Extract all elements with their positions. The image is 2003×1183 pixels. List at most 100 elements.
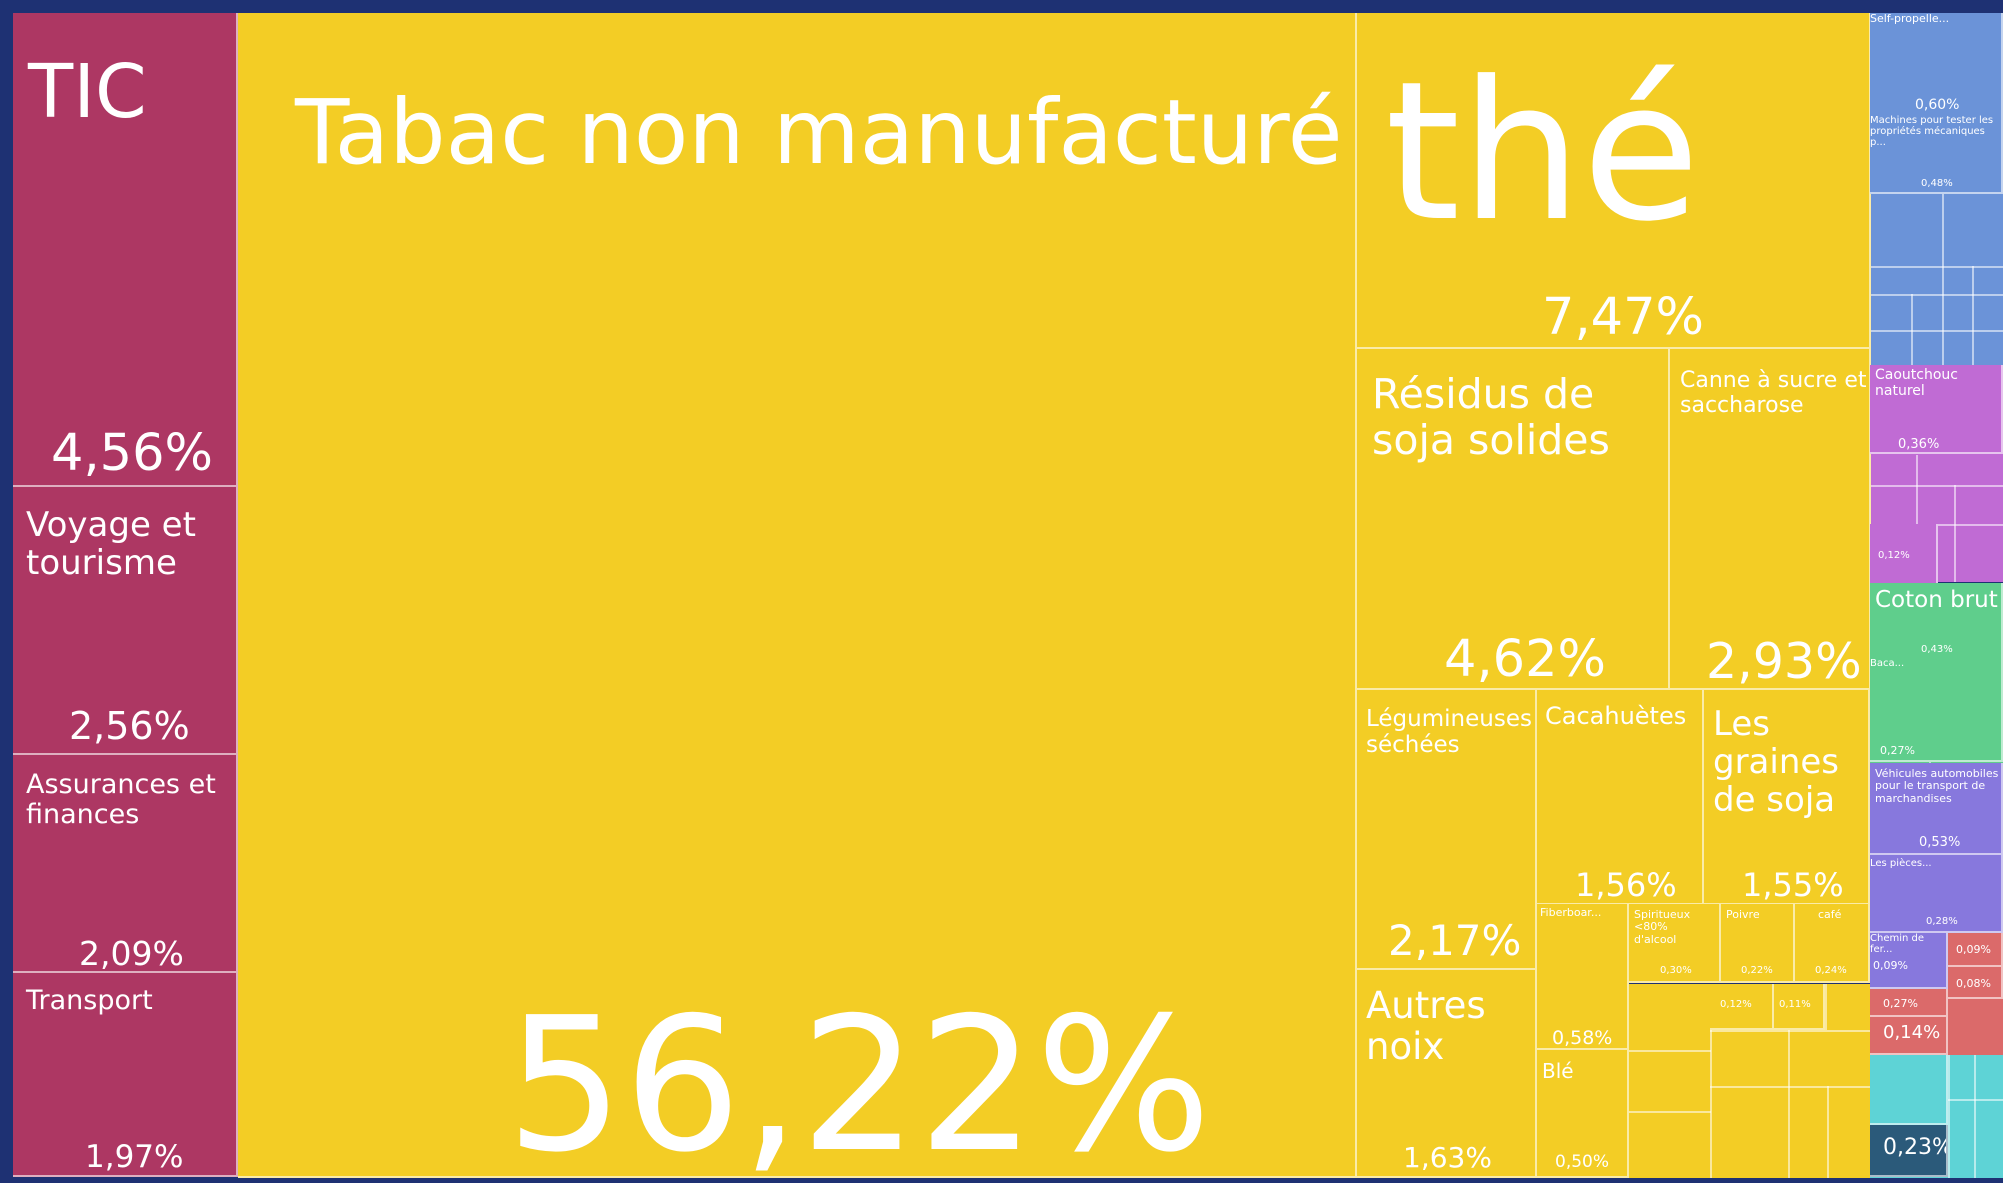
treemap-cell-percentage: 7,47% <box>1542 288 1705 347</box>
treemap-cell-percentage: 56,22% <box>506 977 1212 1178</box>
treemap-minor-divider <box>1825 984 1827 1030</box>
treemap-cell-percentage: 2,17% <box>1388 916 1522 965</box>
treemap-cell-percentage: 0,60% <box>1915 97 1960 113</box>
treemap-minor-divider <box>1972 266 1974 366</box>
treemap-cell-red-c[interactable]: 0,09% <box>1948 933 2003 967</box>
treemap-cell-percentage: 0,22% <box>1741 965 1773 976</box>
treemap-cell-legumineuses[interactable]: Légumineuses séchées 2,17% <box>1357 690 1537 970</box>
treemap-cell-label: café <box>1818 908 1842 921</box>
treemap-cell-percentage: 0,09% <box>1873 959 1908 972</box>
treemap-cell-cacahuetes[interactable]: Cacahuètes 1,56% <box>1537 690 1704 905</box>
treemap-cell-voyage[interactable]: Voyage et tourisme 2,56% <box>13 487 238 755</box>
treemap-cell-transport[interactable]: Transport 1,97% <box>13 973 238 1177</box>
treemap-cell-label: Canne à sucre et saccharose <box>1680 368 1867 418</box>
treemap-cell-percentage: 0,08% <box>1956 977 1991 990</box>
treemap-cell-tabac[interactable]: Tabac non manufacturé 56,22% <box>238 13 1357 1178</box>
treemap-cell-percentage: 4,56% <box>51 424 214 483</box>
treemap-cell-baca[interactable]: Baca... 0,27% <box>1870 655 2003 762</box>
treemap-cell-red-b[interactable]: 0,14% <box>1870 1017 1948 1055</box>
treemap-cell-label: Résidus de soja solides <box>1372 370 1610 464</box>
treemap-cell-percentage: 0,27% <box>1880 744 1915 757</box>
treemap-cell-label: Fiberboar... <box>1540 906 1602 919</box>
treemap-minor-divider <box>1710 984 1712 1178</box>
treemap-cell-label: Autres noix <box>1366 984 1486 1069</box>
treemap-cell-percentage: 0,43% <box>1921 644 1953 655</box>
treemap-cell-violet-small[interactable]: 0,12% <box>1870 524 1938 585</box>
treemap-cell-cafe[interactable]: café 0,24% <box>1795 904 1870 983</box>
treemap-cell-vehicules[interactable]: Véhicules automobiles pour le transport … <box>1870 763 2003 855</box>
treemap-cell-label: Spiritueux <80% d'alcool <box>1634 908 1691 946</box>
treemap-cell-chemin[interactable]: Chemin de fer... 0,09% <box>1870 933 1948 989</box>
treemap-cell-graines[interactable]: Les graines de soja 1,55% <box>1704 690 1870 905</box>
treemap-cell-label: Cacahuètes <box>1545 702 1687 730</box>
treemap-cell-autres-noix[interactable]: Autres noix 1,63% <box>1357 970 1537 1178</box>
treemap-cell-label: Les pièces... <box>1870 858 1932 869</box>
treemap-cell-percentage: 0,50% <box>1555 1152 1610 1172</box>
treemap-cell-red-a[interactable]: 0,27% <box>1870 989 1948 1017</box>
treemap-cell-percentage: 1,97% <box>85 1139 184 1175</box>
treemap-cell-percentage: 0,11% <box>1779 999 1811 1010</box>
treemap-cell-ble[interactable]: Blé 0,50% <box>1537 1050 1629 1178</box>
treemap-cell-label: Blé <box>1542 1059 1574 1083</box>
treemap-cell-tic[interactable]: TIC 4,56% <box>13 13 238 487</box>
treemap-cell-caoutchouc[interactable]: Caoutchouc naturel 0,36% <box>1870 365 2003 454</box>
treemap-cell-the[interactable]: thé 7,47% <box>1357 13 1871 349</box>
treemap-cell-teal[interactable] <box>1870 1055 1948 1125</box>
treemap-cell-percentage: 0,23% <box>1883 1135 1948 1160</box>
treemap-cell-label: Véhicules automobiles pour le transport … <box>1875 767 1999 805</box>
treemap-cell-spiritueux[interactable]: Spiritueux <80% d'alcool 0,30% <box>1629 904 1721 983</box>
treemap-cell-machines[interactable]: Machines pour tester les propriétés méca… <box>1870 112 2003 194</box>
treemap-cell-label: Tabac non manufacturé <box>295 80 1343 184</box>
treemap-cell-percentage: 0,12% <box>1878 550 1910 561</box>
treemap-cell-percentage: 0,27% <box>1883 997 1918 1010</box>
treemap-cell-label: Baca... <box>1870 658 1905 669</box>
treemap-cell-assurances[interactable]: Assurances et finances 2,09% <box>13 755 238 973</box>
treemap-cell-coton[interactable]: Coton brut 0,43% <box>1870 583 2003 663</box>
treemap-cell-label: Voyage et tourisme <box>26 505 196 584</box>
treemap-cell-red-d[interactable]: 0,08% <box>1948 967 2003 999</box>
treemap-cell-label: Poivre <box>1726 908 1760 921</box>
treemap-cell-label: Assurances et finances <box>26 769 216 831</box>
treemap-cell-percentage: 0,28% <box>1926 916 1958 927</box>
treemap-minor-divider <box>1629 1111 1711 1113</box>
treemap-minor-divider <box>1948 1055 1950 1178</box>
treemap-cell-percentage: 0,12% <box>1720 999 1752 1010</box>
treemap-minor-divider <box>1710 1030 1870 1032</box>
treemap-cell-residus[interactable]: Résidus de soja solides 4,62% <box>1357 349 1670 690</box>
treemap-minor-divider <box>1870 485 2003 487</box>
treemap-cell-label: Self-propelle... <box>1870 13 1950 25</box>
treemap-minor-divider <box>1788 1030 1790 1178</box>
treemap-cell-percentage: 0,09% <box>1956 943 1991 956</box>
treemap-cell-pieces[interactable]: Les pièces... 0,28% <box>1870 855 2003 933</box>
treemap-cell-small-y1[interactable]: 0,12% <box>1710 984 1774 1030</box>
treemap-cell-poivre[interactable]: Poivre 0,22% <box>1721 904 1795 983</box>
treemap-cell-fiberboard[interactable]: Fiberboar... 0,58% <box>1537 904 1629 1050</box>
treemap-minor-divider <box>1974 1055 1976 1178</box>
treemap-cell-percentage: 0,48% <box>1921 178 1953 189</box>
treemap-cell-label: thé <box>1385 41 1701 264</box>
treemap-minor-divider <box>1942 194 1944 365</box>
treemap-cell-canne[interactable]: Canne à sucre et saccharose 2,93% <box>1670 349 1871 690</box>
treemap-cell-label: Coton brut <box>1875 587 1998 613</box>
treemap-minor-divider <box>1710 1086 1870 1088</box>
treemap-cell-label: TIC <box>28 49 147 135</box>
treemap-cell-percentage: 0,30% <box>1660 965 1692 976</box>
treemap-cell-label: Machines pour tester les propriétés méca… <box>1870 115 1994 149</box>
treemap-cell-percentage: 0,53% <box>1919 835 1961 850</box>
treemap-cell-small-y2[interactable]: 0,11% <box>1774 984 1825 1030</box>
treemap-cell-dark[interactable]: 0,23% <box>1870 1125 1948 1177</box>
treemap-cell-label: Chemin de fer... <box>1870 933 1925 956</box>
treemap-cell-label: Transport <box>26 985 153 1016</box>
treemap-cell-percentage: 2,93% <box>1706 633 1862 690</box>
treemap-minor-divider <box>1827 1086 1829 1178</box>
treemap-cell-percentage: 1,55% <box>1742 866 1844 904</box>
treemap-cell-label: Caoutchouc naturel <box>1875 367 1958 399</box>
treemap-cell-percentage: 0,14% <box>1883 1022 1941 1043</box>
treemap-cell-percentage: 0,58% <box>1552 1027 1613 1049</box>
treemap-cell-label: Légumineuses séchées <box>1366 706 1532 758</box>
treemap-minor-divider <box>1870 294 2003 296</box>
treemap-minor-divider <box>1870 330 2003 332</box>
treemap-cell-percentage: 0,24% <box>1815 965 1847 976</box>
treemap-minor-divider <box>1954 485 1956 582</box>
